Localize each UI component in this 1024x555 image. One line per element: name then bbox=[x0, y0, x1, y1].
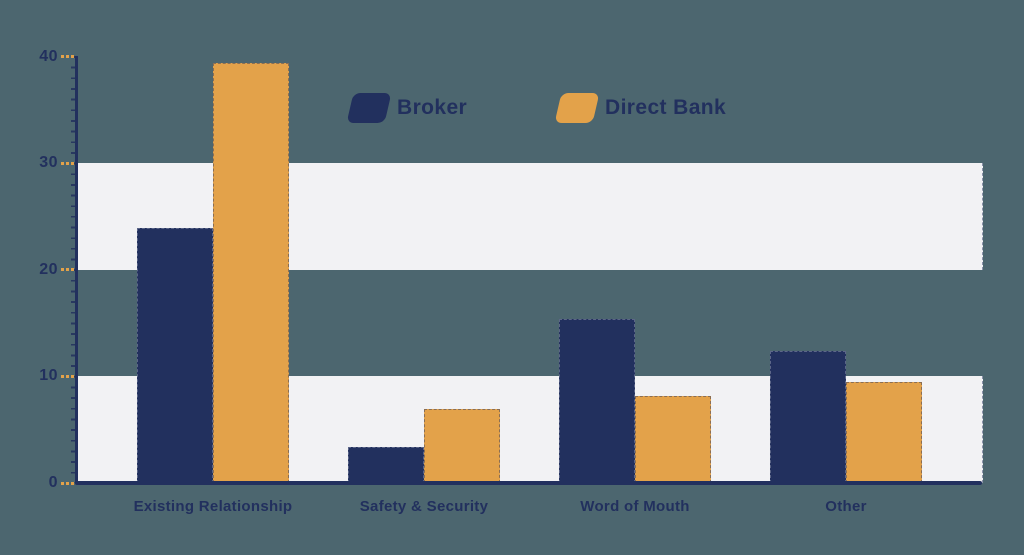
x-axis-line bbox=[75, 481, 982, 485]
bar-direct-bank-other bbox=[846, 381, 922, 483]
y-tick-mark-30 bbox=[61, 161, 76, 165]
y-tick-label-30: 30 bbox=[39, 154, 58, 172]
y-tick-mark-10 bbox=[61, 374, 76, 378]
legend-item-direct-bank: Direct Bank bbox=[554, 93, 727, 123]
bar-direct-bank-safety-security bbox=[424, 409, 500, 483]
y-tick-label-10: 10 bbox=[39, 367, 58, 385]
y-tick-mark-20 bbox=[61, 268, 76, 272]
y-axis-line bbox=[75, 56, 78, 484]
legend-swatch-direct-bank bbox=[554, 93, 600, 123]
x-label-safety-security: Safety & Security bbox=[359, 498, 489, 515]
x-label-word-of-mouth: Word of Mouth bbox=[580, 498, 690, 515]
y-tick-label-20: 20 bbox=[39, 260, 58, 278]
bar-direct-bank-word-of-mouth bbox=[635, 395, 711, 483]
bar-broker-existing-relationship bbox=[137, 228, 213, 483]
bar-broker-safety-security bbox=[348, 446, 424, 483]
legend-item-broker: Broker bbox=[346, 93, 468, 123]
x-label-existing-relationship: Existing Relationship bbox=[133, 498, 293, 515]
y-tick-mark-40 bbox=[61, 55, 76, 58]
y-tick-label-0: 0 bbox=[48, 474, 58, 491]
legend-swatch-broker bbox=[346, 93, 392, 123]
bar-broker-word-of-mouth bbox=[559, 318, 635, 483]
x-label-other: Other bbox=[825, 498, 867, 515]
bar-broker-other bbox=[770, 350, 846, 483]
legend-label-broker: Broker bbox=[397, 96, 468, 119]
y-tick-label-40: 40 bbox=[39, 47, 58, 65]
legend-label-direct-bank: Direct Bank bbox=[605, 96, 727, 119]
bar-direct-bank-existing-relationship bbox=[213, 62, 289, 483]
y-tick-mark-0 bbox=[61, 481, 76, 485]
